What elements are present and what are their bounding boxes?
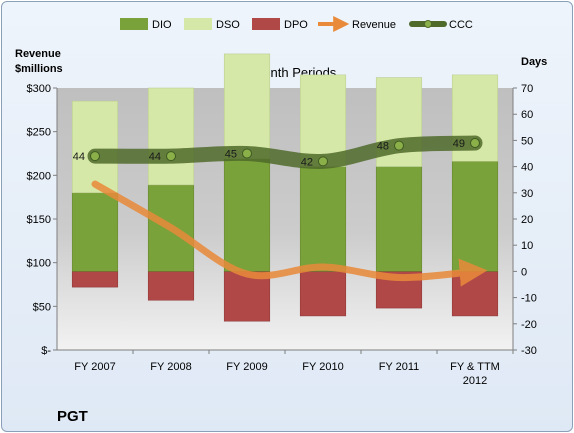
left-tick-label: $300 — [27, 83, 51, 95]
ccc-point — [166, 151, 176, 162]
x-tick-label: FY & TTM 2012 — [450, 361, 500, 387]
bar-dpo — [451, 271, 499, 317]
legend: DIO DSO DPO Revenue CCC — [120, 16, 473, 32]
right-tick-label: 30 — [521, 188, 533, 200]
legend-dso-label: DSO — [216, 19, 240, 31]
left-tick-labels: $300 $250 $200 $150 $100 $50 $- — [27, 83, 57, 357]
left-tick-label: $50 — [33, 301, 51, 313]
ccc-data-label: 49 — [453, 138, 465, 150]
right-axis-title: Days — [521, 56, 547, 68]
left-tick-label: $- — [41, 345, 51, 357]
right-tick-label: 70 — [521, 83, 533, 95]
bar-dpo — [223, 271, 271, 322]
left-axis-title-line1: Revenue — [15, 48, 61, 60]
right-tick-label: -30 — [521, 345, 537, 357]
x-tick-label: FY 2010 — [302, 361, 343, 373]
left-axis-title-line2: $millions — [15, 63, 63, 75]
bars — [71, 53, 499, 322]
right-tick-label: -10 — [521, 293, 537, 305]
bar-dio — [451, 161, 499, 272]
x-tick-labels: FY 2007 FY 2008 FY 2009 FY 2010 FY 2011 FY & … — [74, 350, 514, 387]
right-tick-label: 50 — [521, 135, 533, 147]
right-tick-label: 20 — [521, 214, 533, 226]
legend-dpo-swatch — [252, 18, 280, 30]
ccc-point — [90, 151, 100, 162]
ccc-point — [470, 138, 480, 149]
ccc-data-label: 44 — [149, 151, 161, 163]
legend-revenue-label: Revenue — [352, 19, 396, 31]
x-tick-label: FY 2009 — [226, 361, 267, 373]
ccc-line — [87, 135, 483, 169]
company-name: PGT — [57, 408, 88, 425]
x-tick-label: FY 2008 — [150, 361, 191, 373]
legend-dpo-label: DPO — [284, 19, 308, 31]
ccc-points: 44 44 45 42 48 49 — [73, 138, 480, 168]
bar-dpo — [147, 271, 195, 301]
ccc-data-label: 45 — [225, 149, 237, 161]
right-tick-label: 10 — [521, 240, 533, 252]
left-tick-label: $100 — [27, 258, 51, 270]
legend-dio-swatch — [120, 18, 148, 30]
bar-dso — [299, 74, 347, 167]
bar-dpo — [299, 271, 347, 317]
legend-dso-swatch — [184, 18, 212, 30]
right-tick-label: 0 — [521, 266, 527, 278]
left-tick-label: $200 — [27, 170, 51, 182]
plot-area — [57, 88, 513, 350]
ccc-data-label: 44 — [73, 151, 85, 163]
x-tick-label: FY 2007 — [74, 361, 115, 373]
right-tick-label: 40 — [521, 162, 533, 174]
right-tick-label: -20 — [521, 319, 537, 331]
revenue-line — [91, 180, 488, 287]
bar-dso — [147, 87, 195, 186]
bar-dio — [223, 158, 271, 272]
bar-dio — [299, 166, 347, 272]
right-tick-labels: 70 60 50 40 30 20 10 0 -10 -20 -30 — [513, 83, 537, 357]
ccc-point — [318, 156, 328, 167]
ccc-point — [394, 140, 404, 151]
revenue-series — [91, 180, 488, 287]
ccc-series — [87, 135, 483, 169]
x-tick-label: FY 2011 — [379, 361, 420, 373]
ccc-data-label: 42 — [301, 156, 313, 168]
left-tick-label: $250 — [27, 127, 51, 139]
bar-dso — [223, 53, 271, 159]
left-tick-label: $150 — [27, 214, 51, 226]
bar-dio — [375, 166, 423, 272]
legend-ccc-marker — [424, 20, 432, 28]
legend-dio-label: DIO — [152, 19, 172, 31]
ccc-point — [242, 148, 252, 159]
right-tick-label: 60 — [521, 109, 533, 121]
legend-ccc-label: CCC — [449, 19, 473, 31]
bar-dio — [71, 192, 119, 272]
ccc-data-label: 48 — [377, 141, 389, 153]
bar-dpo — [71, 271, 119, 288]
bar-dso — [71, 100, 119, 194]
